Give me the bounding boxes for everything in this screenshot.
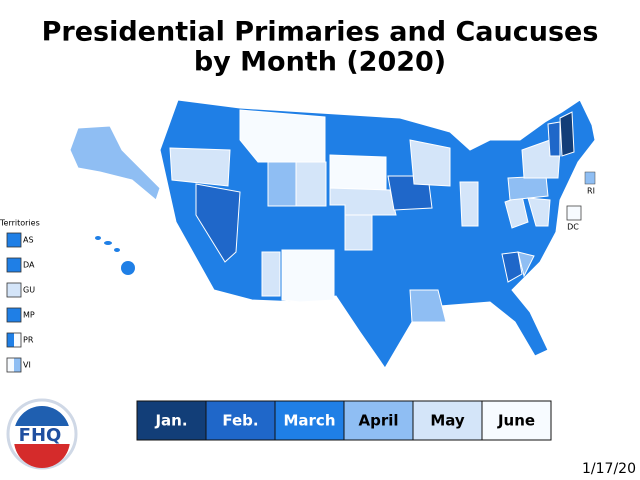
territory-border — [6, 307, 22, 323]
state — [295, 161, 327, 207]
state — [517, 251, 535, 278]
territories-heading: Territories — [0, 219, 40, 228]
state — [507, 175, 549, 201]
state — [559, 111, 575, 157]
territory-border — [6, 257, 22, 273]
legend-label: March — [283, 412, 335, 430]
legend-box — [343, 400, 414, 441]
legend-label: Jan. — [154, 412, 187, 430]
state — [281, 249, 335, 303]
state — [195, 183, 241, 263]
state — [329, 154, 387, 191]
territory-swatch — [7, 308, 21, 322]
territory-label: VI — [23, 361, 31, 370]
us-map — [69, 99, 596, 369]
legend-box — [481, 400, 552, 441]
territory-border — [6, 232, 22, 248]
ri-box — [584, 171, 596, 185]
state — [459, 181, 479, 227]
dc-box — [566, 205, 582, 221]
logo-band — [14, 426, 70, 444]
territory-label: PR — [23, 336, 34, 345]
legend-label: June — [497, 412, 535, 430]
territory-border — [6, 357, 22, 373]
logo-bottom — [14, 440, 70, 468]
territory-swatch — [14, 358, 21, 372]
legend-box — [136, 400, 207, 441]
territory-swatch — [7, 258, 21, 272]
territory-swatch — [7, 283, 21, 297]
state — [501, 251, 523, 283]
state — [261, 251, 281, 297]
territory-label: GU — [23, 286, 35, 295]
state — [344, 214, 373, 251]
legend-box — [274, 400, 345, 441]
hawaii — [95, 236, 101, 240]
state — [547, 121, 561, 157]
legend-label: Feb. — [222, 412, 258, 430]
territory-swatch — [7, 358, 14, 372]
date: 1/17/20 — [582, 461, 636, 477]
map-label: RI — [587, 187, 595, 196]
territory-swatch — [14, 333, 21, 347]
territory-swatch — [7, 333, 14, 347]
map-label: DC — [567, 223, 579, 232]
legend-label: May — [430, 412, 465, 430]
state — [239, 109, 326, 163]
territory-label: MP — [23, 311, 35, 320]
state — [169, 147, 231, 187]
state — [267, 161, 297, 207]
territory-label: AS — [23, 236, 34, 245]
title-line: by Month (2020) — [194, 47, 446, 78]
hawaii — [104, 241, 112, 245]
territory-border — [6, 282, 22, 298]
territory-swatch — [7, 233, 21, 247]
territory-border — [6, 332, 22, 348]
territory-label: DA — [23, 261, 35, 270]
state — [409, 139, 451, 187]
state — [409, 289, 447, 323]
legend-box — [205, 400, 276, 441]
logo: FHQ — [6, 398, 78, 470]
state — [69, 125, 161, 201]
title-line: Presidential Primaries and Caucuses — [42, 17, 599, 48]
legend-box — [412, 400, 483, 441]
hawaii — [121, 261, 135, 275]
legend-label: April — [358, 412, 398, 430]
legend: Jan. Feb. March April May June — [136, 400, 552, 441]
hawaii — [114, 248, 120, 252]
state — [527, 197, 551, 227]
logo-text: FHQ — [19, 425, 62, 446]
territories: AS DA GU MP PR VI — [6, 232, 35, 373]
